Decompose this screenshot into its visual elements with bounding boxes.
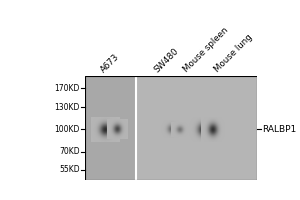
Text: 170KD: 170KD <box>54 84 80 93</box>
Text: RALBP1: RALBP1 <box>262 125 296 134</box>
Text: 70KD: 70KD <box>59 147 80 156</box>
Text: 100KD: 100KD <box>54 125 80 134</box>
Text: Mouse lung: Mouse lung <box>212 32 254 74</box>
Text: Mouse spleen: Mouse spleen <box>182 26 230 74</box>
Text: 55KD: 55KD <box>59 165 80 174</box>
Bar <box>85 76 136 180</box>
Text: SW480: SW480 <box>153 46 181 74</box>
Bar <box>136 76 256 180</box>
Text: A673: A673 <box>99 52 121 74</box>
Text: 130KD: 130KD <box>54 103 80 112</box>
